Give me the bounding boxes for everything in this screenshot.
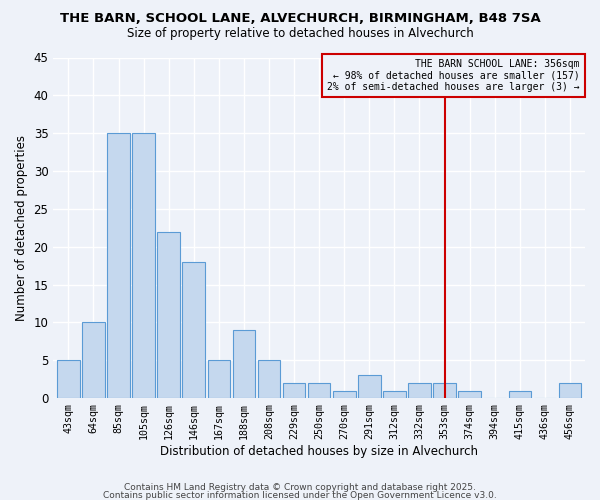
Bar [408, 383, 431, 398]
Bar [333, 390, 356, 398]
Bar [233, 330, 255, 398]
Bar [283, 383, 305, 398]
Bar [182, 262, 205, 398]
Bar [157, 232, 180, 398]
Text: Contains public sector information licensed under the Open Government Licence v3: Contains public sector information licen… [103, 491, 497, 500]
Bar [257, 360, 280, 398]
Text: Contains HM Land Registry data © Crown copyright and database right 2025.: Contains HM Land Registry data © Crown c… [124, 484, 476, 492]
Bar [458, 390, 481, 398]
Bar [383, 390, 406, 398]
Bar [559, 383, 581, 398]
Bar [57, 360, 80, 398]
X-axis label: Distribution of detached houses by size in Alvechurch: Distribution of detached houses by size … [160, 444, 478, 458]
Bar [308, 383, 331, 398]
Text: THE BARN, SCHOOL LANE, ALVECHURCH, BIRMINGHAM, B48 7SA: THE BARN, SCHOOL LANE, ALVECHURCH, BIRMI… [59, 12, 541, 26]
Text: THE BARN SCHOOL LANE: 356sqm
← 98% of detached houses are smaller (157)
2% of se: THE BARN SCHOOL LANE: 356sqm ← 98% of de… [328, 59, 580, 92]
Bar [509, 390, 531, 398]
Bar [82, 322, 105, 398]
Text: Size of property relative to detached houses in Alvechurch: Size of property relative to detached ho… [127, 28, 473, 40]
Y-axis label: Number of detached properties: Number of detached properties [15, 135, 28, 321]
Bar [107, 133, 130, 398]
Bar [358, 376, 380, 398]
Bar [433, 383, 456, 398]
Bar [132, 133, 155, 398]
Bar [208, 360, 230, 398]
